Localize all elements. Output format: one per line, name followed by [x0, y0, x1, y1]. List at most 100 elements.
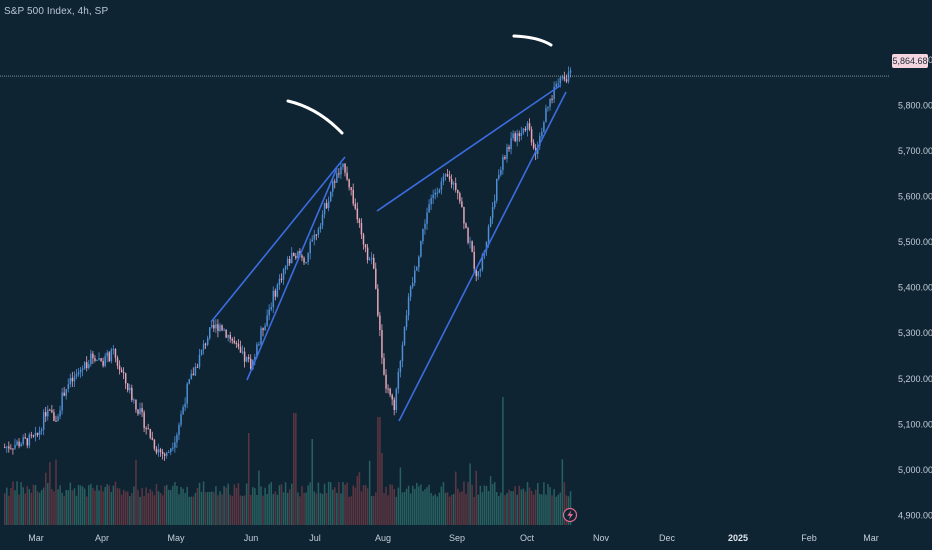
- candle-body: [323, 203, 326, 215]
- candle-body: [112, 348, 115, 350]
- volume-bar: [438, 492, 441, 525]
- candle-body: [321, 214, 324, 226]
- volume-bar: [498, 495, 500, 525]
- volume-bar: [32, 484, 35, 525]
- volume-bar: [270, 482, 272, 525]
- candle-body: [370, 257, 373, 260]
- candle-body: [250, 358, 252, 370]
- volume-bar: [295, 413, 297, 525]
- candle-body: [127, 383, 129, 391]
- volume-bar: [170, 489, 172, 525]
- volume-bar: [551, 495, 553, 525]
- candle-body: [194, 366, 197, 376]
- volume-bar: [528, 487, 531, 525]
- volume-bar: [266, 494, 268, 525]
- candle-body: [332, 181, 334, 192]
- candle-body: [475, 268, 477, 277]
- candle-body: [30, 434, 33, 436]
- volume-bar: [432, 495, 434, 525]
- candle-body: [385, 374, 387, 389]
- volume-bar: [40, 489, 43, 525]
- volume-bar: [252, 487, 254, 525]
- volume-bar: [237, 483, 240, 525]
- volume-bar: [338, 482, 340, 525]
- trendlines[interactable]: [210, 84, 567, 422]
- candle-body: [28, 434, 31, 446]
- volume-bar: [315, 493, 318, 525]
- volume-bar: [55, 459, 57, 525]
- volume-bar: [356, 476, 359, 525]
- candle-body: [22, 437, 24, 445]
- candle-body: [313, 234, 316, 240]
- lightning-icon[interactable]: [562, 507, 578, 523]
- trendline[interactable]: [398, 91, 567, 422]
- candle-body: [159, 449, 162, 452]
- volume-bar: [38, 492, 41, 525]
- volume-bar: [346, 482, 348, 525]
- volume-bar: [329, 482, 332, 525]
- candle-body: [202, 343, 205, 350]
- candle-body: [358, 219, 361, 224]
- candle-body: [549, 98, 551, 107]
- candle-body: [491, 207, 494, 219]
- volume-bar: [241, 496, 244, 525]
- volume-bar: [96, 485, 98, 525]
- volume-bar: [129, 496, 131, 525]
- candle-body: [38, 431, 41, 436]
- x-tick-label: Feb: [801, 533, 817, 543]
- candle-body: [47, 409, 49, 417]
- candle-body: [12, 448, 14, 450]
- volume-bar: [75, 495, 78, 525]
- volume-bar: [539, 493, 541, 525]
- x-tick-label: Oct: [520, 533, 535, 543]
- candle-body: [209, 327, 211, 339]
- volume-bar: [448, 496, 451, 525]
- candle-body: [49, 409, 51, 411]
- candle-body: [346, 172, 348, 180]
- candle-body: [448, 176, 451, 180]
- candle-body: [416, 267, 418, 271]
- volume-bar: [24, 493, 26, 525]
- candle-body: [163, 453, 166, 456]
- candle-body: [315, 234, 318, 236]
- volume-bar: [104, 486, 106, 525]
- volume-bar: [291, 483, 293, 525]
- volume-bar: [184, 493, 186, 525]
- volume-bar: [319, 493, 322, 525]
- volume-bar: [51, 489, 53, 525]
- volume-bar: [221, 494, 223, 525]
- volume-bar: [143, 495, 145, 525]
- candle-body: [293, 253, 295, 257]
- volume-bar: [188, 496, 190, 525]
- candle-body: [297, 251, 299, 259]
- volume-bar: [114, 481, 117, 525]
- candle-body: [288, 258, 291, 264]
- volume-bar: [301, 486, 303, 525]
- volume-bar: [153, 495, 156, 525]
- volume-bar: [16, 481, 18, 525]
- candle-body: [40, 429, 43, 432]
- annotations: [286, 34, 553, 135]
- x-tick-label: Mar: [28, 533, 44, 543]
- candle-body: [131, 387, 133, 401]
- candle-body: [8, 446, 10, 449]
- candle-body: [124, 373, 127, 384]
- candle-body: [114, 348, 117, 358]
- trendline[interactable]: [210, 156, 346, 323]
- trendline[interactable]: [376, 84, 562, 212]
- volume-bar: [362, 485, 365, 525]
- annotation-arc: [286, 99, 344, 135]
- candle-body: [559, 77, 562, 84]
- x-tick-label: Jul: [309, 533, 321, 543]
- candle-body: [426, 212, 428, 224]
- volume-bar: [407, 485, 410, 525]
- volume-bar: [358, 472, 361, 525]
- candle-body: [256, 344, 258, 357]
- trendline[interactable]: [246, 167, 338, 381]
- candle-body: [96, 359, 98, 361]
- volume-bar: [133, 486, 135, 525]
- candle-body: [264, 325, 266, 331]
- candle-body: [247, 357, 250, 359]
- volume-bar: [305, 492, 307, 525]
